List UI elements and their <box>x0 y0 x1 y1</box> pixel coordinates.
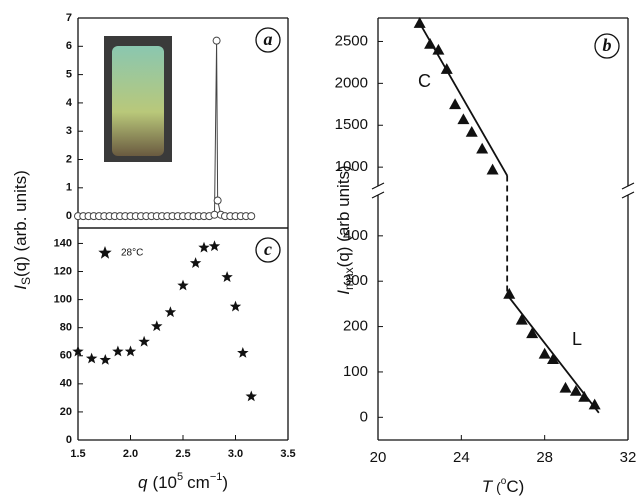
legend-label: 28°C <box>121 248 143 259</box>
y-tick-label: 6 <box>66 40 72 52</box>
x-axis-label: T (oC) <box>482 476 525 497</box>
x-tick-label: 3.0 <box>228 448 243 460</box>
y-tick-label: 1 <box>66 182 72 194</box>
x-tick-label: 2.0 <box>123 448 138 460</box>
y-tick-label: 1500 <box>335 116 368 133</box>
data-point <box>189 257 202 268</box>
y-tick-label: 300 <box>343 272 368 289</box>
data-point <box>486 163 499 175</box>
data-point <box>247 212 256 221</box>
data-point <box>151 320 163 332</box>
data-point <box>177 279 189 291</box>
data-point <box>237 347 249 358</box>
data-point <box>476 142 489 154</box>
data-point <box>526 327 539 339</box>
y-tick-label: 2500 <box>335 32 368 49</box>
annotation: L <box>572 329 582 349</box>
y-tick-label: 80 <box>60 322 72 334</box>
y-tick-label: 0 <box>66 210 72 222</box>
y-tick-label: 4 <box>66 97 73 109</box>
y-tick-label: 3 <box>66 125 72 137</box>
y-tick-label: 400 <box>343 227 368 244</box>
panel-title: b <box>603 35 612 55</box>
data-point <box>559 381 572 393</box>
panel-title: a <box>264 29 273 49</box>
x-tick-label: 1.5 <box>70 448 85 460</box>
axis-break <box>621 182 635 190</box>
y-axis-label: Imax(q) (arb units) <box>334 165 356 294</box>
data-point <box>547 353 559 365</box>
axis-break <box>371 191 385 199</box>
data-point <box>72 345 84 357</box>
y-tick-label: 7 <box>66 12 72 24</box>
data-point <box>112 345 124 357</box>
data-point <box>213 196 222 205</box>
data-point <box>413 17 426 28</box>
y-tick-label: 200 <box>343 318 368 335</box>
data-point <box>569 385 582 396</box>
y-axis-label: IS(q) (arb. units) <box>11 170 33 290</box>
axis-break-gap <box>622 186 634 195</box>
data-point <box>449 98 462 110</box>
data-point <box>229 300 242 312</box>
y-tick-label: 60 <box>60 350 72 362</box>
data-point <box>138 335 150 347</box>
series-line <box>418 22 508 176</box>
x-tick-label: 20 <box>370 449 387 466</box>
x-tick-label: 2.5 <box>175 448 190 460</box>
data-point <box>538 347 551 359</box>
y-tick-label: 140 <box>54 237 72 249</box>
y-tick-label: 2 <box>66 153 72 165</box>
x-tick-label: 3.5 <box>280 448 295 460</box>
data-point <box>221 271 233 282</box>
annotation: C <box>418 71 431 91</box>
y-tick-label: 100 <box>343 363 368 380</box>
data-point <box>457 113 470 125</box>
x-tick-label: 24 <box>453 449 470 466</box>
y-tick-label: 5 <box>66 69 72 81</box>
data-point <box>588 398 601 410</box>
data-point <box>124 345 137 357</box>
y-tick-label: 2000 <box>335 74 368 91</box>
data-point <box>99 354 111 365</box>
y-tick-label: 1000 <box>335 158 368 175</box>
x-tick-label: 32 <box>620 449 637 466</box>
y-tick-label: 20 <box>60 406 72 418</box>
series-line <box>506 294 600 414</box>
data-point <box>85 352 98 364</box>
data-point <box>465 125 478 137</box>
data-point <box>212 36 221 45</box>
data-point <box>208 240 221 252</box>
data-point <box>503 287 516 299</box>
y-tick-label: 120 <box>54 265 72 277</box>
title-circle <box>594 33 620 59</box>
panel-title: c <box>264 239 272 259</box>
y-tick-label: 0 <box>66 434 72 446</box>
x-axis-label: q (105 cm−1) <box>138 471 228 493</box>
axis-break-gap <box>372 186 384 195</box>
y-tick-label: 100 <box>54 294 72 306</box>
legend-marker <box>98 246 112 259</box>
y-tick-label: 40 <box>60 378 72 390</box>
data-point <box>198 241 210 253</box>
title-circle <box>255 27 281 53</box>
x-tick-label: 28 <box>536 449 553 466</box>
data-point <box>164 306 177 318</box>
data-point <box>515 313 528 325</box>
title-circle <box>255 237 281 263</box>
data-point <box>245 390 257 402</box>
axis-break <box>371 182 385 190</box>
y-tick-label: 0 <box>360 408 368 425</box>
axis-break <box>621 191 635 199</box>
inset-photo <box>112 46 164 156</box>
